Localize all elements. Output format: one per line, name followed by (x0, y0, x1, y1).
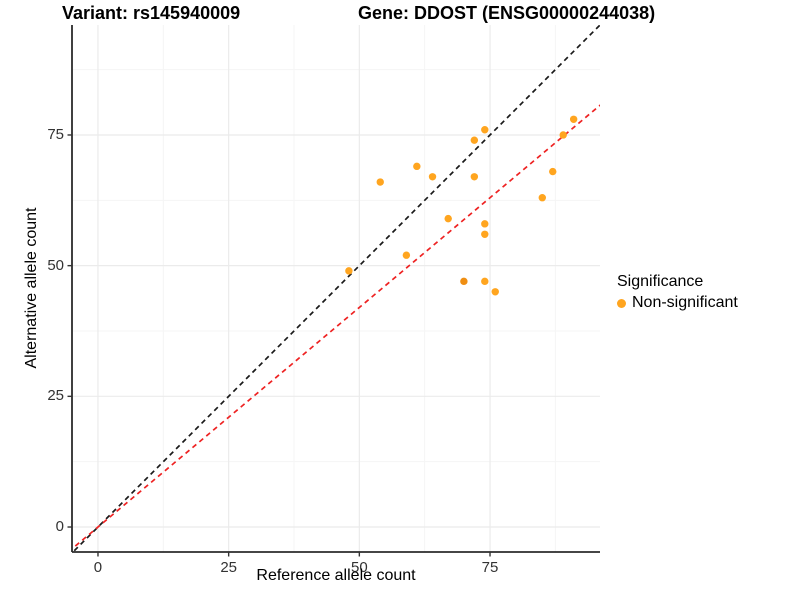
data-point (444, 214, 452, 223)
y-tick-label: 0 (55, 518, 64, 535)
legend-title: Significance (617, 273, 704, 290)
data-point (491, 288, 499, 296)
x-tick-label: 25 (220, 559, 237, 576)
data-point (538, 194, 546, 202)
x-tick-label: 0 (93, 559, 103, 576)
data-point (559, 131, 567, 139)
data-point (428, 173, 437, 181)
y-tick-label: 50 (47, 256, 64, 274)
legend: Significance Non-significant (617, 272, 738, 314)
data-point (569, 115, 578, 123)
data-point (470, 136, 479, 144)
y-tick-label: 75 (47, 125, 64, 143)
data-point (376, 178, 384, 186)
data-point (470, 173, 479, 181)
data-point (345, 267, 353, 275)
y-axis-title: Alternative allele count (23, 207, 40, 369)
gene-title: Gene: DDOST (ENSG00000244038) (358, 3, 656, 23)
variant-title: Variant: rs145940009 (62, 3, 241, 23)
data-point (413, 162, 421, 171)
data-point (402, 251, 411, 259)
data-point (481, 277, 489, 286)
legend-point-icon (617, 298, 626, 308)
legend-item-non-significant: Non-significant (617, 292, 738, 314)
data-point (481, 230, 489, 238)
x-tick-label: 50 (350, 559, 368, 576)
identity-line (72, 25, 600, 552)
data-point (481, 126, 489, 134)
data-point (481, 220, 489, 228)
ratio-line (72, 104, 600, 550)
y-tick-label: 25 (47, 387, 64, 405)
x-tick-label: 75 (481, 559, 499, 576)
x-axis-title: Reference allele count (256, 567, 416, 584)
data-point (549, 167, 557, 176)
legend-item-label: Non-significant (632, 294, 738, 311)
data-point (460, 277, 468, 286)
